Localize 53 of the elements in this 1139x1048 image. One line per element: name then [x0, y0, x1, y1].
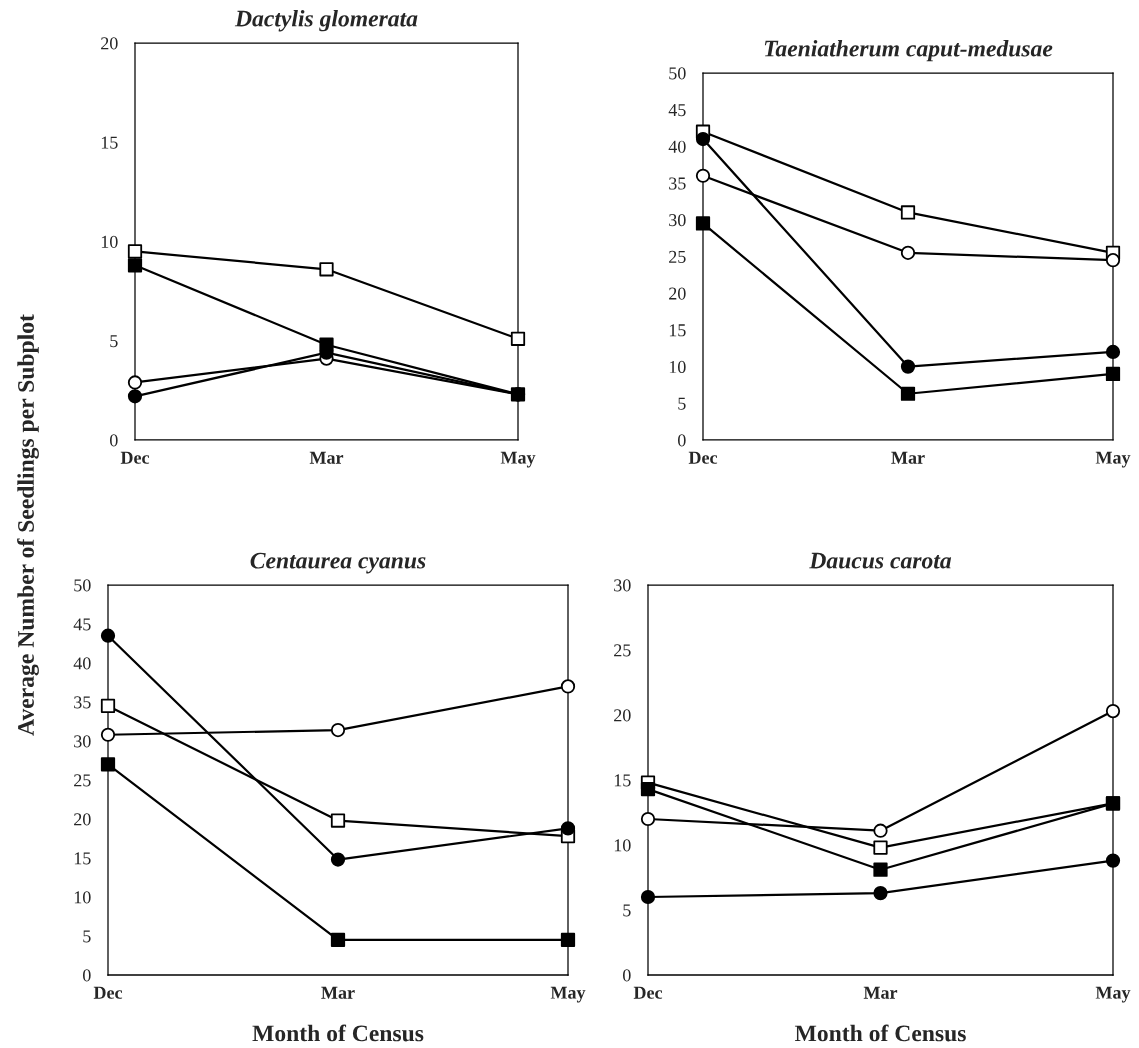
y-tick-label: 20: [614, 709, 631, 722]
y-tick-label: 45: [73, 618, 91, 631]
y-tick-label: 30: [614, 579, 631, 592]
x-tick-label: Mar: [863, 986, 898, 999]
y-tick-label: 20: [101, 37, 118, 50]
y-tick-label: 35: [74, 696, 91, 709]
y-tick-label: 10: [74, 891, 91, 904]
y-tick-label: 15: [614, 774, 631, 787]
y-tick-label: 5: [83, 930, 91, 943]
y-tick-label: 45: [668, 104, 686, 117]
y-tick-label: 0: [622, 969, 631, 982]
y-tick-label: 0: [677, 434, 686, 447]
y-tick-label: 5: [678, 397, 686, 410]
x-axis-title: Month of Census: [794, 1024, 966, 1042]
x-tick-label: May: [550, 986, 586, 1003]
y-tick-label: 25: [74, 774, 91, 787]
y-tick-label: 20: [74, 813, 91, 826]
y-tick-label: 25: [614, 644, 631, 657]
y-tick-label: 10: [101, 235, 118, 248]
x-tick-label: Mar: [891, 451, 925, 464]
x-tick-label: Mar: [321, 986, 355, 999]
x-tick-label: Dec: [633, 986, 663, 999]
y-tick-label: 0: [109, 434, 118, 447]
chart-title: Dactylis glomerata: [234, 9, 418, 32]
y-tick-label: 0: [82, 969, 91, 982]
y-tick-label: 15: [669, 324, 686, 337]
y-tick-label: 50: [74, 579, 91, 592]
y-tick-label: 30: [74, 735, 91, 748]
y-tick-label: 15: [101, 136, 118, 149]
y-tick-label: 5: [623, 904, 631, 917]
y-tick-label: 50: [669, 67, 686, 80]
y-tick-label: 40: [668, 140, 686, 153]
chart-title: Taeniatherum caput-medusae: [764, 39, 1053, 62]
y-tick-label: 5: [110, 335, 118, 348]
y-tick-label: 15: [74, 852, 91, 865]
x-tick-label: Dec: [120, 451, 150, 464]
y-tick-label: 40: [73, 657, 91, 670]
chart-title: Daucus carota: [809, 552, 952, 569]
y-tick-label: 30: [669, 214, 686, 227]
y-tick-label: 25: [669, 250, 686, 263]
chart-title: Centaurea cyanus: [250, 552, 426, 574]
y-tick-label: 10: [614, 839, 631, 852]
x-tick-label: May: [1095, 986, 1131, 1003]
y-tick-label: 20: [669, 287, 686, 300]
x-tick-label: Dec: [688, 451, 718, 464]
x-axis-title: Month of Census: [252, 1024, 424, 1042]
y-axis-title: Average Number of Seedlings per Subplot: [17, 314, 39, 736]
y-tick-label: 35: [669, 177, 686, 190]
y-tick-label: 10: [669, 360, 686, 374]
x-tick-label: May: [1095, 451, 1131, 468]
x-tick-label: Dec: [93, 986, 123, 999]
x-tick-label: Mar: [309, 451, 344, 464]
x-tick-label: May: [500, 451, 536, 468]
